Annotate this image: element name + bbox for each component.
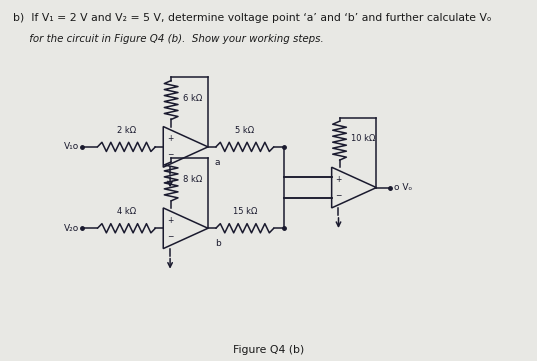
Text: 6 kΩ: 6 kΩ xyxy=(183,94,202,103)
Text: V₂o: V₂o xyxy=(64,224,79,233)
Text: 10 kΩ: 10 kΩ xyxy=(351,134,375,143)
Text: a: a xyxy=(215,157,220,166)
Text: b: b xyxy=(215,239,221,248)
Text: +: + xyxy=(335,175,342,184)
Text: o Vₒ: o Vₒ xyxy=(394,183,412,192)
Text: −: − xyxy=(167,151,173,160)
Text: −: − xyxy=(335,191,342,200)
Text: 4 kΩ: 4 kΩ xyxy=(117,207,136,216)
Text: 2 kΩ: 2 kΩ xyxy=(117,126,136,135)
Text: 15 kΩ: 15 kΩ xyxy=(233,207,257,216)
Text: +: + xyxy=(167,134,173,143)
Text: b)  If V₁ = 2 V and V₂ = 5 V, determine voltage point ‘a’ and ‘b’ and further ca: b) If V₁ = 2 V and V₂ = 5 V, determine v… xyxy=(13,13,492,23)
Text: V₁o: V₁o xyxy=(64,142,79,151)
Text: +: + xyxy=(167,216,173,225)
Text: 8 kΩ: 8 kΩ xyxy=(183,175,202,184)
Text: Figure Q4 (b): Figure Q4 (b) xyxy=(233,344,304,355)
Text: 5 kΩ: 5 kΩ xyxy=(235,126,255,135)
Text: for the circuit in Figure Q4 (b).  Show your working steps.: for the circuit in Figure Q4 (b). Show y… xyxy=(13,34,324,44)
Text: −: − xyxy=(167,232,173,241)
